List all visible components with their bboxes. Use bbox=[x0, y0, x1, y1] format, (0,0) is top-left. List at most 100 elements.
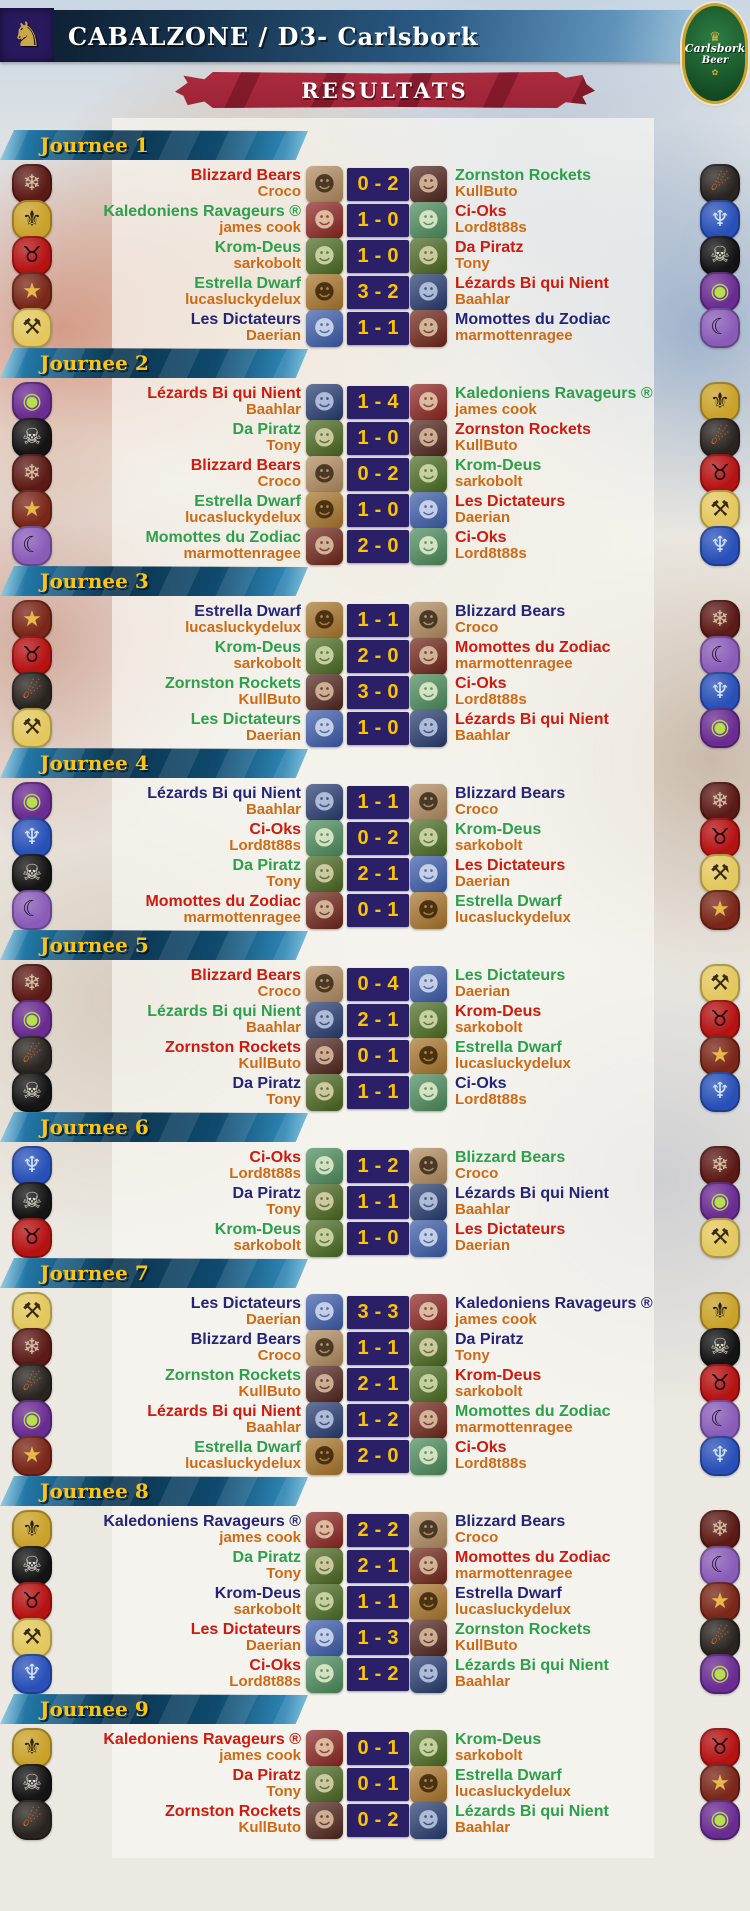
home-team-portrait[interactable]: ☻ bbox=[306, 1801, 343, 1839]
home-team-name[interactable]: Estrella Dwarf bbox=[194, 275, 301, 292]
blue-dragon-icon[interactable]: ♆ bbox=[700, 526, 740, 566]
match-score[interactable]: 1-0 bbox=[347, 493, 409, 527]
away-team-portrait[interactable]: ☻ bbox=[410, 455, 447, 493]
away-team-portrait[interactable]: ☻ bbox=[410, 1147, 447, 1185]
home-team-portrait[interactable]: ☻ bbox=[306, 1401, 343, 1439]
match-score[interactable]: 0-1 bbox=[347, 1731, 409, 1765]
away-team-portrait[interactable]: ☻ bbox=[410, 673, 447, 711]
match-row[interactable]: ☠ Da Piratz Tony ☻ 1-1 ☻ Ci-Oks Lord8t88… bbox=[0, 1072, 750, 1112]
pirate-skull-icon[interactable]: ☠ bbox=[700, 1328, 740, 1368]
match-score[interactable]: 2-2 bbox=[347, 1513, 409, 1547]
bat-icon[interactable]: ☾ bbox=[12, 526, 52, 566]
home-team-name[interactable]: Da Piratz bbox=[232, 1767, 301, 1784]
match-row[interactable]: ❄ Blizzard Bears Croco ☻ 0-2 ☻ Krom-Deus… bbox=[0, 454, 750, 494]
home-team-name[interactable]: Lézards Bi qui Nient bbox=[147, 1003, 301, 1020]
eye-icon[interactable]: ◉ bbox=[12, 1400, 52, 1440]
home-team-portrait[interactable]: ☻ bbox=[306, 1619, 343, 1657]
home-team-name[interactable]: Da Piratz bbox=[232, 1185, 301, 1202]
hawk-icon[interactable]: ⚜ bbox=[700, 1292, 740, 1332]
match-row[interactable]: ☄ Zornston Rockets KullButo ☻ 3-0 ☻ Ci-O… bbox=[0, 672, 750, 712]
blue-dragon-icon[interactable]: ♆ bbox=[700, 200, 740, 240]
away-team-name[interactable]: Krom-Deus bbox=[455, 457, 542, 474]
away-team-portrait[interactable]: ☻ bbox=[410, 965, 447, 1003]
pirate-skull-icon[interactable]: ☠ bbox=[12, 1546, 52, 1586]
match-score[interactable]: 3-3 bbox=[347, 1295, 409, 1329]
match-row[interactable]: ♆ Ci-Oks Lord8t88s ☻ 1-2 ☻ Lézards Bi qu… bbox=[0, 1654, 750, 1694]
home-team-name[interactable]: Ci-Oks bbox=[249, 1149, 301, 1166]
match-row[interactable]: ★ Estrella Dwarf lucasluckydelux ☻ 2-0 ☻… bbox=[0, 1436, 750, 1476]
away-team-portrait[interactable]: ☻ bbox=[410, 1583, 447, 1621]
bull-skull-icon[interactable]: ♉ bbox=[700, 1000, 740, 1040]
bull-skull-icon[interactable]: ♉ bbox=[12, 636, 52, 676]
home-team-name[interactable]: Les Dictateurs bbox=[190, 311, 301, 328]
away-team-name[interactable]: Krom-Deus bbox=[455, 1731, 542, 1748]
home-team-portrait[interactable]: ☻ bbox=[306, 1293, 343, 1331]
away-team-portrait[interactable]: ☻ bbox=[410, 1073, 447, 1111]
bat-icon[interactable]: ☾ bbox=[700, 308, 740, 348]
away-team-portrait[interactable]: ☻ bbox=[410, 1037, 447, 1075]
eye-icon[interactable]: ◉ bbox=[700, 1800, 740, 1840]
away-team-name[interactable]: Blizzard Bears bbox=[455, 1149, 566, 1166]
match-row[interactable]: ⚜ Kaledoniens Ravageurs ® james cook ☻ 2… bbox=[0, 1510, 750, 1550]
star-crest-icon[interactable]: ★ bbox=[700, 1036, 740, 1076]
star-crest-icon[interactable]: ★ bbox=[12, 1436, 52, 1476]
home-team-name[interactable]: Lézards Bi qui Nient bbox=[147, 385, 301, 402]
bear-icon[interactable]: ❄ bbox=[12, 164, 52, 204]
bull-skull-icon[interactable]: ♉ bbox=[12, 1582, 52, 1622]
match-row[interactable]: ♆ Ci-Oks Lord8t88s ☻ 0-2 ☻ Krom-Deus sar… bbox=[0, 818, 750, 858]
away-team-name[interactable]: Blizzard Bears bbox=[455, 785, 566, 802]
blue-dragon-icon[interactable]: ♆ bbox=[12, 1654, 52, 1694]
home-team-portrait[interactable]: ☻ bbox=[306, 383, 343, 421]
pirate-skull-icon[interactable]: ☠ bbox=[12, 1072, 52, 1112]
match-score[interactable]: 1-2 bbox=[347, 1657, 409, 1691]
match-score[interactable]: 3-2 bbox=[347, 275, 409, 309]
pirate-skull-icon[interactable]: ☠ bbox=[12, 854, 52, 894]
home-team-portrait[interactable]: ☻ bbox=[306, 165, 343, 203]
home-team-name[interactable]: Blizzard Bears bbox=[190, 967, 301, 984]
blue-dragon-icon[interactable]: ♆ bbox=[700, 1436, 740, 1476]
home-team-name[interactable]: Blizzard Bears bbox=[190, 457, 301, 474]
match-score[interactable]: 0-2 bbox=[347, 821, 409, 855]
away-team-name[interactable]: Ci-Oks bbox=[455, 203, 507, 220]
away-team-portrait[interactable]: ☻ bbox=[410, 201, 447, 239]
blue-dragon-icon[interactable]: ♆ bbox=[700, 1072, 740, 1112]
eye-icon[interactable]: ◉ bbox=[12, 1000, 52, 1040]
crossed-keys-icon[interactable]: ⚒ bbox=[700, 490, 740, 530]
star-crest-icon[interactable]: ★ bbox=[12, 600, 52, 640]
home-team-name[interactable]: Krom-Deus bbox=[214, 1585, 301, 1602]
match-row[interactable]: ★ Estrella Dwarf lucasluckydelux ☻ 1-1 ☻… bbox=[0, 600, 750, 640]
away-team-name[interactable]: Lézards Bi qui Nient bbox=[455, 1803, 609, 1820]
pirate-skull-icon[interactable]: ☠ bbox=[12, 1182, 52, 1222]
home-team-portrait[interactable]: ☻ bbox=[306, 965, 343, 1003]
home-team-portrait[interactable]: ☻ bbox=[306, 819, 343, 857]
home-team-name[interactable]: Krom-Deus bbox=[214, 1221, 301, 1238]
home-team-portrait[interactable]: ☻ bbox=[306, 1547, 343, 1585]
hawk-icon[interactable]: ⚜ bbox=[12, 1728, 52, 1768]
away-team-portrait[interactable]: ☻ bbox=[410, 165, 447, 203]
hawk-icon[interactable]: ⚜ bbox=[700, 382, 740, 422]
match-score[interactable]: 1-0 bbox=[347, 711, 409, 745]
home-team-portrait[interactable]: ☻ bbox=[306, 1219, 343, 1257]
bat-icon[interactable]: ☾ bbox=[700, 1546, 740, 1586]
away-team-portrait[interactable]: ☻ bbox=[410, 709, 447, 747]
home-team-name[interactable]: Estrella Dwarf bbox=[194, 603, 301, 620]
home-team-name[interactable]: Krom-Deus bbox=[214, 239, 301, 256]
away-team-name[interactable]: Momottes du Zodiac bbox=[455, 1403, 611, 1420]
away-team-name[interactable]: Les Dictateurs bbox=[455, 857, 566, 874]
match-row[interactable]: ★ Estrella Dwarf lucasluckydelux ☻ 1-0 ☻… bbox=[0, 490, 750, 530]
home-team-name[interactable]: Les Dictateurs bbox=[190, 1621, 301, 1638]
away-team-portrait[interactable]: ☻ bbox=[410, 1365, 447, 1403]
match-score[interactable]: 1-2 bbox=[347, 1403, 409, 1437]
home-team-name[interactable]: Da Piratz bbox=[232, 1075, 301, 1092]
away-team-portrait[interactable]: ☻ bbox=[410, 1619, 447, 1657]
away-team-name[interactable]: Da Piratz bbox=[455, 239, 524, 256]
home-team-name[interactable]: Ci-Oks bbox=[249, 1657, 301, 1674]
home-team-portrait[interactable]: ☻ bbox=[306, 527, 343, 565]
away-team-portrait[interactable]: ☻ bbox=[410, 1437, 447, 1475]
crossed-keys-icon[interactable]: ⚒ bbox=[700, 854, 740, 894]
match-row[interactable]: ☠ Da Piratz Tony ☻ 1-1 ☻ Lézards Bi qui … bbox=[0, 1182, 750, 1222]
match-row[interactable]: ♆ Ci-Oks Lord8t88s ☻ 1-2 ☻ Blizzard Bear… bbox=[0, 1146, 750, 1186]
match-score[interactable]: 1-1 bbox=[347, 311, 409, 345]
rocket-ball-icon[interactable]: ☄ bbox=[700, 1618, 740, 1658]
bear-icon[interactable]: ❄ bbox=[12, 1328, 52, 1368]
